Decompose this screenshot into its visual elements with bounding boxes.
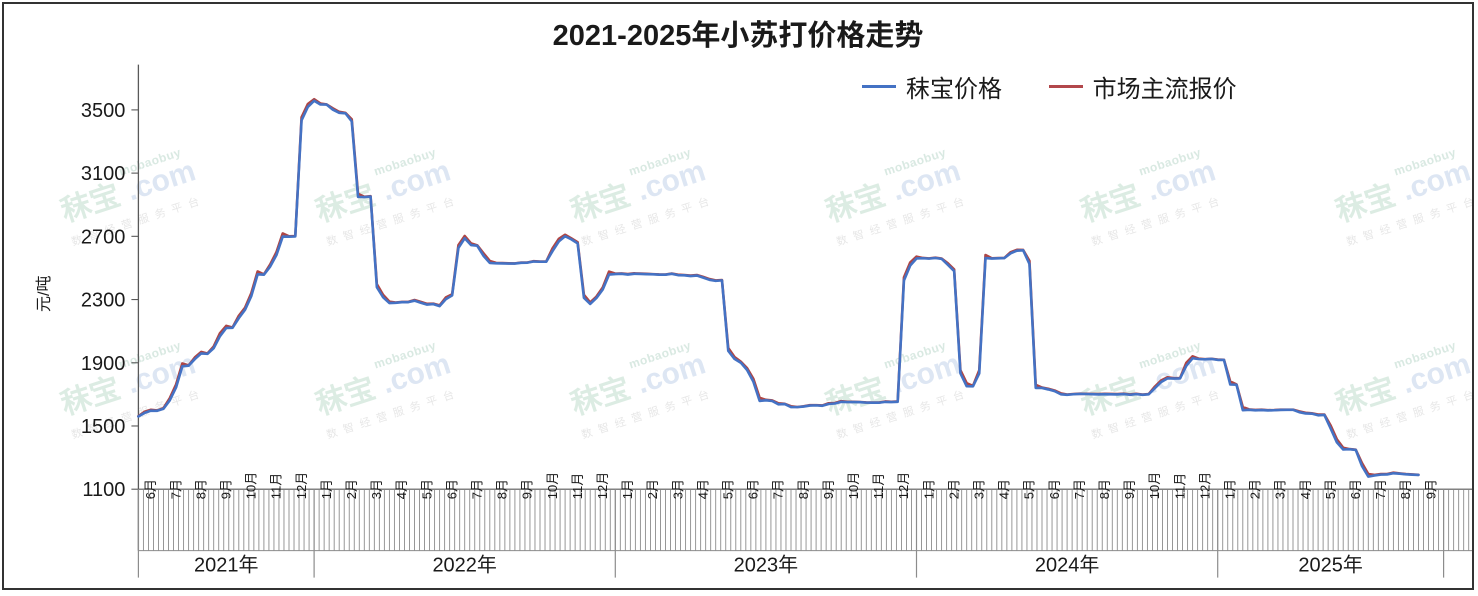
svg-text:8月: 8月 [193, 479, 208, 499]
svg-text:8月: 8月 [1097, 479, 1112, 499]
svg-text:11月: 11月 [570, 473, 585, 500]
svg-text:2021年: 2021年 [194, 554, 259, 577]
svg-text:秣宝: 秣宝 [1077, 178, 1145, 229]
svg-text:秣宝: 秣宝 [1077, 371, 1145, 422]
svg-text:秣宝: 秣宝 [1332, 371, 1400, 422]
svg-text:8月: 8月 [495, 479, 510, 499]
svg-text:秣宝: 秣宝 [57, 178, 125, 229]
svg-text:7月: 7月 [470, 479, 485, 499]
svg-text:2月: 2月 [946, 479, 961, 499]
svg-text:秣宝: 秣宝 [312, 371, 380, 422]
svg-text:3月: 3月 [972, 479, 987, 499]
svg-text:12月: 12月 [896, 472, 911, 499]
svg-text:3月: 3月 [1273, 479, 1288, 499]
svg-text:6月: 6月 [1348, 479, 1363, 499]
svg-text:1100: 1100 [82, 479, 125, 501]
svg-text:6月: 6月 [444, 479, 459, 499]
svg-text:5月: 5月 [1323, 479, 1338, 499]
svg-text:1月: 1月 [921, 479, 936, 499]
svg-text:1月: 1月 [1223, 479, 1238, 499]
svg-text:秣宝: 秣宝 [57, 371, 125, 422]
svg-text:5月: 5月 [721, 479, 736, 499]
svg-text:12月: 12月 [595, 472, 610, 499]
svg-text:2月: 2月 [1248, 479, 1263, 499]
svg-text:4月: 4月 [1298, 479, 1313, 499]
svg-text:2300: 2300 [81, 290, 126, 312]
svg-text:1月: 1月 [620, 479, 635, 499]
svg-text:3100: 3100 [81, 163, 126, 185]
svg-text:4月: 4月 [695, 479, 710, 499]
svg-text:秣宝: 秣宝 [312, 178, 380, 229]
svg-text:9月: 9月 [1122, 479, 1137, 499]
svg-text:7月: 7月 [1373, 479, 1388, 499]
svg-text:3月: 3月 [369, 479, 384, 499]
svg-text:12月: 12月 [1197, 472, 1212, 499]
svg-text:2月: 2月 [645, 479, 660, 499]
svg-text:2025年: 2025年 [1298, 554, 1363, 577]
svg-text:6月: 6月 [1047, 479, 1062, 499]
svg-text:2700: 2700 [81, 226, 126, 248]
svg-text:3月: 3月 [670, 479, 685, 499]
svg-text:2024年: 2024年 [1035, 554, 1100, 577]
svg-text:7月: 7月 [1072, 479, 1087, 499]
svg-text:2023年: 2023年 [734, 554, 799, 577]
svg-text:4月: 4月 [997, 479, 1012, 499]
svg-text:9月: 9月 [219, 479, 234, 499]
svg-text:1500: 1500 [81, 416, 126, 438]
svg-text:秣宝: 秣宝 [567, 371, 635, 422]
svg-text:11月: 11月 [871, 473, 886, 500]
svg-text:10月: 10月 [244, 472, 259, 499]
svg-text:5月: 5月 [1022, 479, 1037, 499]
svg-text:11月: 11月 [1172, 473, 1187, 500]
svg-text:12月: 12月 [294, 472, 309, 499]
svg-text:8月: 8月 [1398, 479, 1413, 499]
svg-text:2月: 2月 [344, 479, 359, 499]
svg-text:秣宝: 秣宝 [822, 371, 890, 422]
svg-text:1月: 1月 [319, 479, 334, 499]
svg-text:秣宝: 秣宝 [1332, 178, 1400, 229]
svg-text:11月: 11月 [269, 473, 284, 500]
svg-text:3500: 3500 [81, 100, 126, 122]
svg-text:8月: 8月 [796, 479, 811, 499]
svg-text:7月: 7月 [771, 479, 786, 499]
svg-text:1900: 1900 [81, 353, 126, 375]
svg-text:7月: 7月 [168, 479, 183, 499]
svg-text:9月: 9月 [520, 479, 535, 499]
svg-text:6月: 6月 [143, 479, 158, 499]
svg-text:4月: 4月 [394, 479, 409, 499]
svg-text:5月: 5月 [419, 479, 434, 499]
svg-text:6月: 6月 [746, 479, 761, 499]
svg-text:9月: 9月 [1423, 479, 1438, 499]
svg-text:10月: 10月 [1147, 472, 1162, 499]
svg-text:2022年: 2022年 [432, 554, 497, 577]
svg-text:10月: 10月 [545, 472, 560, 499]
svg-text:9月: 9月 [821, 479, 836, 499]
svg-text:秣宝: 秣宝 [822, 178, 890, 229]
svg-text:10月: 10月 [846, 472, 861, 499]
svg-text:秣宝: 秣宝 [567, 178, 635, 229]
